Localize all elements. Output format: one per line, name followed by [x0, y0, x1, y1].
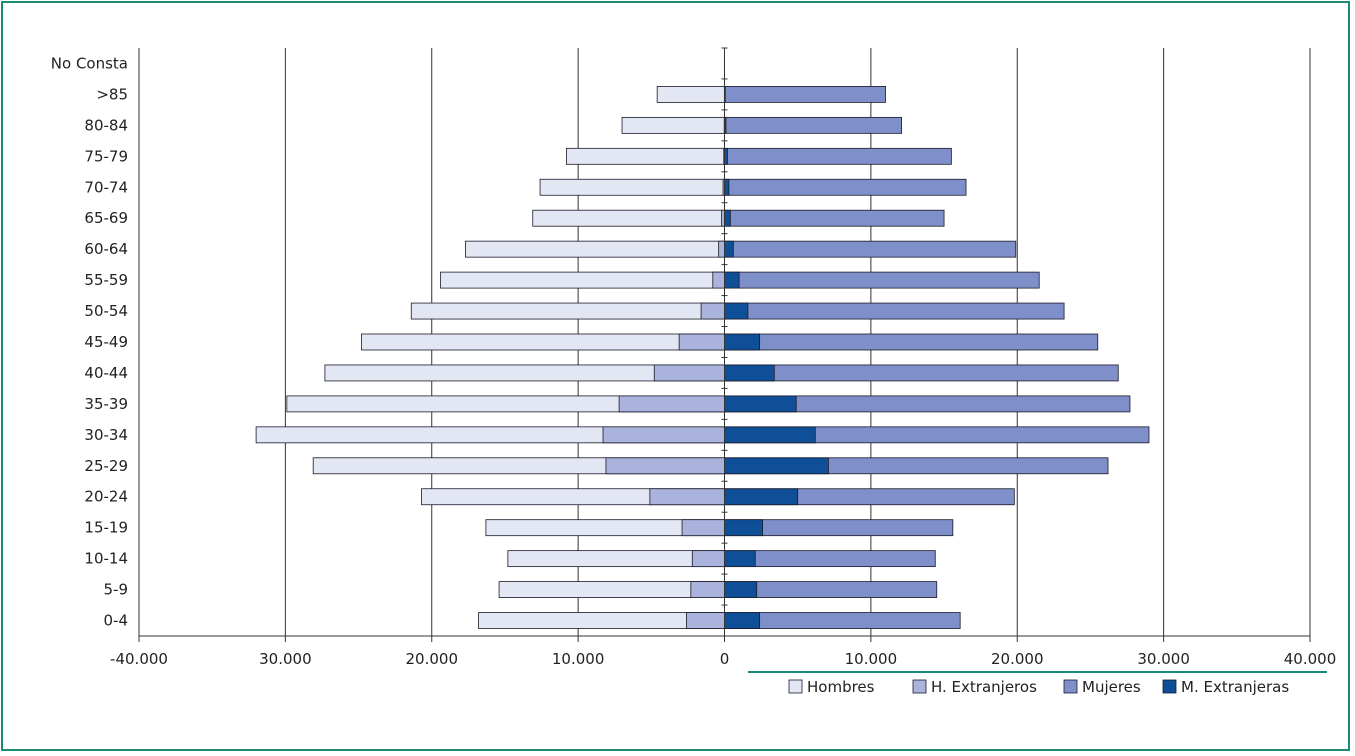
bar-m-extranjeras-0-4: [724, 612, 761, 629]
legend-swatch: [1063, 679, 1078, 694]
y-tick-label: 70-74: [84, 178, 128, 196]
bar-h-extranjeros-5-9: [690, 581, 725, 598]
y-tick-label: No Consta: [51, 54, 128, 72]
bar-h-extranjeros-50-54: [700, 302, 725, 320]
bar-m-extranjeras-55-59: [724, 271, 740, 289]
x-tick-label: 30.000: [1137, 650, 1190, 668]
bar-m-extranjeras-40-44: [724, 364, 775, 382]
bar-h-extranjeros-15-19: [681, 519, 725, 537]
bar-mujeres-75-79: [724, 147, 952, 165]
x-tick-label: 0: [720, 650, 730, 668]
legend-label: Hombres: [807, 678, 875, 696]
y-tick-label: 20-24: [84, 488, 128, 506]
y-tick-label: 25-29: [84, 457, 128, 475]
bar-m-extranjeras-35-39: [724, 395, 797, 413]
legend: Hombres H. Extranjeros Mujeres M. Extranjer…: [748, 671, 1327, 696]
bar-m-extranjeras-65-69: [724, 209, 731, 227]
y-axis-labels: 0-4 5-9 10-14 15-19 20-24 25-29 30-34 35-39 40-4…: [51, 54, 128, 629]
x-tick-label: -40.000: [110, 650, 168, 668]
bar-h-extranjeros-10-14: [691, 550, 725, 568]
bar-h-extranjeros-20-24: [649, 488, 725, 506]
y-tick-label: >85: [96, 85, 128, 103]
bar-mujeres-50-54: [724, 302, 1065, 320]
bar-h-extranjeros-60-64: [718, 240, 725, 258]
bar-h-extranjeros-45-49: [678, 333, 725, 351]
bar-h-extranjeros-0-4: [686, 612, 725, 629]
bar-m-extranjeras-70-74: [724, 178, 730, 196]
y-tick-label: 80-84: [84, 116, 128, 134]
bar-mujeres-55-59: [724, 271, 1040, 289]
bar-hombres-45-49: [361, 333, 725, 351]
bar-mujeres-45-49: [724, 333, 1099, 351]
y-tick-label: 35-39: [84, 395, 128, 413]
x-tick-label: 20.000: [406, 650, 459, 668]
y-tick-label: 10-14: [84, 550, 128, 568]
bar-hombres-80-84: [621, 116, 725, 134]
bar-m-extranjeras-60-64: [724, 240, 734, 258]
bar-hombres-55-59: [440, 271, 725, 289]
bar-m-extranjeras-20-24: [724, 488, 799, 506]
y-tick-label: 15-19: [84, 519, 128, 537]
bar-mujeres-40-44: [724, 364, 1119, 382]
y-tick-label: 30-34: [84, 426, 128, 444]
y-tick-label: 0-4: [104, 612, 129, 630]
legend-label: H. Extranjeros: [931, 678, 1037, 696]
bars: [255, 47, 1150, 629]
bar-mujeres->85: [724, 86, 886, 103]
bar-hombres-50-54: [410, 302, 725, 320]
x-axis: -40.000 30.000 20.000 10.000 0 10.000 20.000 30…: [110, 78, 1336, 668]
x-tick-label: 20.000: [991, 650, 1044, 668]
bar-mujeres-65-69: [724, 209, 945, 227]
bar-m-extranjeras-15-19: [724, 519, 763, 537]
bar-mujeres-70-74: [724, 178, 967, 196]
bar-m-extranjeras-10-14: [724, 550, 756, 568]
legend-swatch: [912, 679, 927, 694]
bar-h-extranjeros-40-44: [653, 364, 725, 382]
legend-swatch: [788, 679, 803, 694]
bar-h-extranjeros-35-39: [618, 395, 725, 413]
x-tick-label: 40.000: [1284, 650, 1337, 668]
bar-mujeres-80-84: [724, 116, 903, 134]
legend-swatch: [1162, 679, 1177, 694]
bar-h-extranjeros-25-29: [605, 457, 725, 475]
y-tick-label: 5-9: [104, 581, 129, 599]
bar-m-extranjeras-30-34: [724, 426, 816, 444]
bar-h-extranjeros-55-59: [712, 271, 725, 289]
x-tick-label: 10.000: [552, 650, 605, 668]
x-tick-label: 30.000: [259, 650, 312, 668]
bar-mujeres-10-14: [724, 550, 936, 568]
legend-label: Mujeres: [1082, 678, 1141, 696]
bar-hombres-65-69: [532, 209, 725, 227]
bar-m-extranjeras-50-54: [724, 302, 749, 320]
y-tick-label: 60-64: [84, 240, 128, 258]
y-tick-label: 50-54: [84, 302, 128, 320]
bar-h-extranjeros-30-34: [602, 426, 725, 444]
x-tick-label: 10.000: [845, 650, 898, 668]
y-tick-label: 40-44: [84, 364, 128, 382]
bar-m-extranjeras-25-29: [724, 457, 829, 475]
y-tick-label: 65-69: [84, 209, 128, 227]
y-tick-label: 75-79: [84, 147, 128, 165]
y-tick-label: 45-49: [84, 333, 128, 351]
bar-mujeres-60-64: [724, 240, 1017, 258]
bar-hombres-75-79: [566, 147, 725, 165]
bar-m-extranjeras-5-9: [724, 581, 758, 598]
bar-hombres-70-74: [539, 178, 725, 196]
legend-label: M. Extranjeras: [1181, 678, 1289, 696]
bar-hombres-60-64: [465, 240, 725, 258]
bar-hombres->85: [656, 86, 725, 103]
bar-m-extranjeras-45-49: [724, 333, 761, 351]
y-tick-label: 55-59: [84, 271, 128, 289]
